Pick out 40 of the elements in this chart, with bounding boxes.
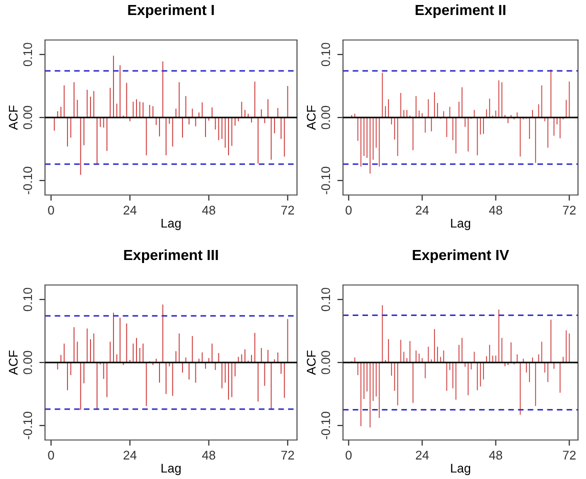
y-tick-label: 0.00 [23,350,32,374]
y-tick-label: 0.00 [23,106,32,130]
y-tick-label: -0.10 [321,166,330,194]
chart-title: Experiment II [416,4,506,18]
y-tick-label: 0.10 [23,288,32,312]
x-tick-label: 72 [281,206,294,214]
x-tick-label: 24 [416,450,429,460]
x-axis-title: Lag [162,464,181,476]
x-tick-label: 0 [346,450,352,460]
x-tick-label: 0 [48,450,54,460]
y-tick-label: -0.10 [321,412,330,440]
x-tick-label: 0 [48,206,54,215]
y-tick-label: -0.10 [23,166,32,194]
y-tick-label: 0.00 [321,106,330,130]
x-tick-label: 48 [489,450,502,460]
x-axis-title: Lag [451,218,470,230]
y-axis-title: ACF [306,106,316,130]
x-tick-label: 24 [124,450,137,460]
y-tick-label: 0.10 [321,42,330,66]
x-tick-label: 72 [281,450,294,460]
y-tick-label: -0.10 [23,412,32,440]
y-axis-title: ACF [8,350,18,375]
chart-title: Experiment III [124,249,218,264]
y-axis-title: ACF [306,350,316,375]
x-tick-label: 24 [416,206,429,214]
x-tick-label: 24 [124,206,137,214]
x-axis-title: Lag [451,464,470,476]
chart-title: Experiment IV [412,249,510,264]
y-tick-label: 0.10 [321,288,330,312]
y-axis-title: ACF [8,106,18,130]
chart-title: Experiment I [128,4,214,18]
x-axis-title: Lag [162,218,181,230]
y-tick-label: 0.00 [321,350,330,374]
x-tick-label: 72 [562,206,576,214]
x-tick-label: 48 [489,206,502,215]
x-tick-label: 0 [346,206,352,215]
x-tick-label: 48 [202,206,216,215]
y-tick-label: 0.10 [23,42,32,66]
x-tick-label: 72 [562,450,576,460]
x-tick-label: 48 [202,450,216,460]
